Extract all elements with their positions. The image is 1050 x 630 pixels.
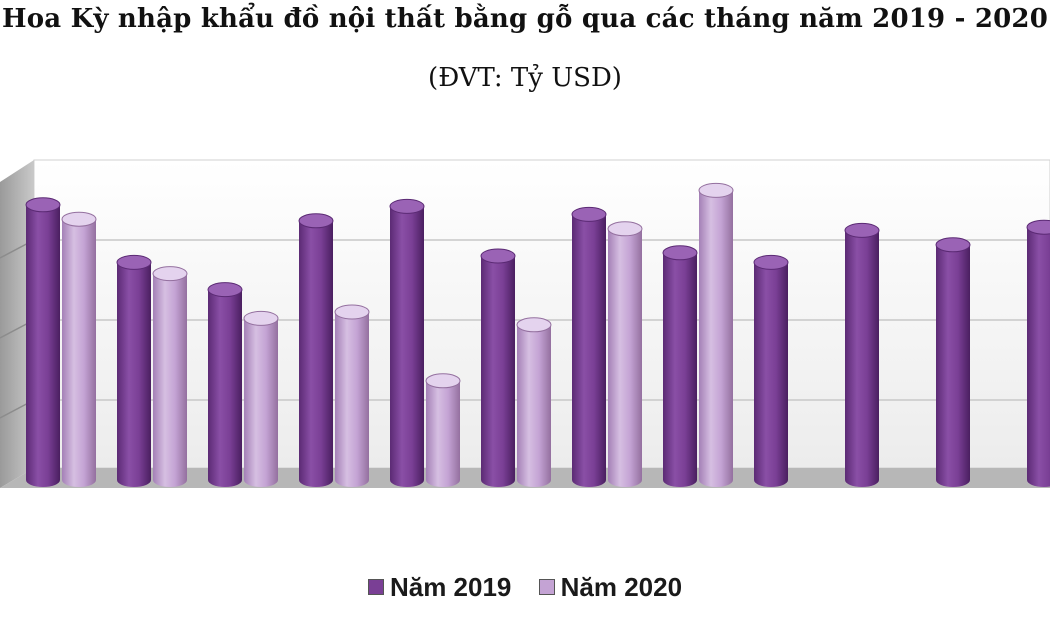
bar	[516, 317, 552, 487]
bar	[698, 182, 734, 487]
bar-body	[572, 214, 606, 480]
bar-body	[62, 219, 96, 480]
bar	[61, 211, 97, 487]
bar-top	[334, 304, 370, 320]
bar-top	[935, 237, 971, 253]
bar-body	[117, 262, 151, 480]
bar-top	[516, 317, 552, 333]
bar	[389, 198, 425, 487]
bar-body	[754, 262, 788, 480]
bar-top	[1026, 219, 1050, 235]
bar-chart: T01T02T03T04T05T06T07T08T09T10T11T12	[0, 159, 1050, 488]
bars	[25, 182, 1050, 487]
bar-base	[62, 473, 96, 487]
bar	[480, 248, 516, 487]
bar-base	[663, 473, 697, 487]
legend-label-2020: Năm 2020	[560, 571, 683, 602]
bar-body	[517, 324, 551, 480]
bar-body	[1027, 227, 1050, 480]
bar-top	[844, 222, 880, 238]
bar-top	[389, 198, 425, 214]
bar-base	[153, 473, 187, 487]
legend-swatch-2020	[538, 579, 555, 595]
bar-body	[299, 220, 333, 481]
bar-base	[845, 473, 879, 487]
side-wall	[0, 160, 34, 488]
bar	[25, 197, 61, 487]
bar-base	[117, 473, 151, 487]
bar-base	[572, 473, 606, 487]
bar-base	[208, 473, 242, 487]
bar	[116, 254, 152, 487]
bar	[425, 373, 461, 487]
bar-top	[425, 373, 461, 389]
bar-base	[244, 473, 278, 487]
bar	[844, 222, 880, 487]
bar	[753, 254, 789, 487]
bar-top	[116, 254, 152, 270]
bar-top	[662, 245, 698, 261]
bar-body	[663, 252, 697, 480]
bar-base	[390, 473, 424, 487]
bar-top	[25, 197, 61, 213]
legend: Năm 2019 Năm 2020	[0, 571, 1050, 603]
bar	[207, 282, 243, 487]
bar-top	[243, 310, 279, 326]
bar	[298, 213, 334, 487]
bar-body	[699, 190, 733, 480]
bar-base	[608, 473, 642, 487]
bar-top	[61, 211, 97, 227]
bar	[1026, 219, 1050, 487]
bar	[662, 245, 698, 487]
legend-item-2019: Năm 2019	[367, 571, 512, 603]
bar	[571, 206, 607, 487]
bar-base	[335, 473, 369, 487]
bar-top	[298, 213, 334, 229]
chart-subtitle: (ĐVT: Tỷ USD)	[428, 63, 622, 93]
bar-base	[299, 473, 333, 487]
bar	[243, 310, 279, 487]
bar	[334, 304, 370, 487]
bar-body	[608, 228, 642, 480]
bar-base	[426, 473, 460, 487]
bar-base	[936, 473, 970, 487]
bar-base	[26, 473, 60, 487]
bar	[935, 237, 971, 487]
bar-top	[480, 248, 516, 264]
bar-base	[754, 473, 788, 487]
bar-base	[517, 473, 551, 487]
bar-body	[390, 206, 424, 480]
bar-body	[26, 204, 60, 481]
bar-body	[153, 273, 187, 480]
bar-body	[244, 318, 278, 480]
bar-body	[426, 380, 460, 480]
bar-base	[1027, 473, 1050, 487]
bar-body	[936, 244, 970, 480]
bar-top	[571, 206, 607, 222]
bar-top	[698, 182, 734, 198]
bar	[607, 221, 643, 487]
legend-label-2019: Năm 2019	[389, 571, 512, 602]
legend-item-2020: Năm 2020	[538, 571, 683, 603]
bar	[152, 266, 188, 487]
bar-body	[335, 312, 369, 480]
bar-base	[481, 473, 515, 487]
bar-body	[481, 256, 515, 480]
bar-body	[845, 230, 879, 480]
bar-top	[607, 221, 643, 237]
bar-top	[753, 254, 789, 270]
bar-top	[152, 266, 188, 282]
legend-swatch-2019	[367, 579, 384, 595]
bar-base	[699, 473, 733, 487]
chart-title: Hoa Kỳ nhập khẩu đồ nội thất bằng gỗ qua…	[1, 4, 1049, 34]
bar-body	[208, 289, 242, 480]
bar-top	[207, 282, 243, 298]
